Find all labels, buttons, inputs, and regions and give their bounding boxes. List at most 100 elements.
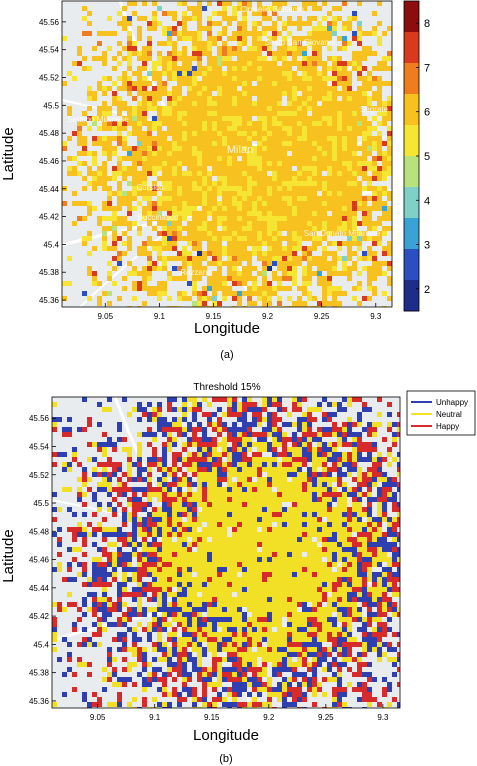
heatmap-cell <box>322 226 327 231</box>
class-cell <box>187 567 192 572</box>
class-cell <box>212 477 217 482</box>
class-cell <box>187 482 192 487</box>
class-cell <box>127 447 132 452</box>
heatmap-cell <box>347 86 352 91</box>
heatmap-cell <box>152 181 157 186</box>
heatmap-cell <box>227 91 232 96</box>
heatmap-cell <box>287 226 292 231</box>
class-cell <box>367 477 372 482</box>
class-cell <box>192 437 197 442</box>
class-cell <box>97 572 102 577</box>
class-cell <box>272 452 277 457</box>
heatmap-cell <box>197 306 202 307</box>
heatmap-cell <box>172 231 177 236</box>
heatmap-cell <box>162 121 167 126</box>
heatmap-cell <box>322 161 327 166</box>
class-cell <box>187 542 192 547</box>
class-cell <box>317 442 322 447</box>
heatmap-cell <box>182 111 187 116</box>
class-cell <box>272 577 277 582</box>
heatmap-cell <box>382 61 387 66</box>
heatmap-cell <box>217 216 222 221</box>
heatmap-cell <box>292 91 297 96</box>
heatmap-cell <box>352 11 357 16</box>
heatmap-cell <box>302 171 307 176</box>
class-cell <box>187 397 192 402</box>
class-cell <box>357 452 362 457</box>
heatmap-cell <box>277 211 282 216</box>
class-cell <box>152 592 157 597</box>
heatmap-cell <box>107 86 112 91</box>
heatmap-cell <box>227 86 232 91</box>
class-cell <box>377 562 382 567</box>
class-cell <box>82 502 87 507</box>
heatmap-cell <box>307 176 312 181</box>
class-cell <box>227 412 232 417</box>
heatmap-cell <box>282 171 287 176</box>
heatmap-cell <box>132 166 137 171</box>
heatmap-cell <box>332 181 337 186</box>
class-cell <box>152 432 157 437</box>
class-cell <box>197 467 202 472</box>
heatmap-cell <box>222 81 227 86</box>
class-cell <box>137 447 142 452</box>
heatmap-cell <box>107 151 112 156</box>
heatmap-cell <box>102 176 107 181</box>
heatmap-cell <box>272 141 277 146</box>
heatmap-cell <box>292 176 297 181</box>
heatmap-cell <box>172 176 177 181</box>
heatmap-cell <box>382 156 387 161</box>
class-cell <box>302 527 307 532</box>
heatmap-cell <box>377 266 382 271</box>
class-cell <box>267 527 272 532</box>
heatmap-cell <box>317 86 322 91</box>
class-cell <box>312 517 317 522</box>
heatmap-cell <box>257 156 262 161</box>
class-cell <box>322 502 327 507</box>
class-cell <box>392 422 397 427</box>
class-cell <box>152 537 157 542</box>
heatmap-cell <box>97 281 102 286</box>
class-cell <box>382 492 387 497</box>
class-cell <box>307 557 312 562</box>
heatmap-cell <box>372 136 377 141</box>
heatmap-cell <box>137 201 142 206</box>
heatmap-cell <box>292 301 297 306</box>
heatmap-cell <box>332 301 337 306</box>
class-cell <box>167 447 172 452</box>
class-cell <box>147 492 152 497</box>
heatmap-cell <box>252 36 257 41</box>
class-cell <box>202 462 207 467</box>
class-cell <box>362 482 367 487</box>
class-cell <box>302 537 307 542</box>
heatmap-cell <box>297 51 302 56</box>
heatmap-cell <box>152 151 157 156</box>
heatmap-cell <box>282 1 287 6</box>
class-cell <box>337 547 342 552</box>
class-cell <box>282 457 287 462</box>
heatmap-cell <box>222 181 227 186</box>
heatmap-cell <box>377 186 382 191</box>
class-cell <box>332 512 337 517</box>
class-cell <box>177 562 182 567</box>
class-cell <box>137 517 142 522</box>
class-cell <box>277 552 282 557</box>
heatmap-cell <box>167 226 172 231</box>
class-cell <box>97 472 102 477</box>
heatmap-cell <box>262 96 267 101</box>
class-cell <box>282 547 287 552</box>
heatmap-cell <box>252 111 257 116</box>
heatmap-cell <box>167 181 172 186</box>
heatmap-cell <box>192 51 197 56</box>
heatmap-cell <box>172 101 177 106</box>
heatmap-cell <box>287 211 292 216</box>
class-cell <box>197 532 202 537</box>
heatmap-cell <box>262 186 267 191</box>
heatmap-cell <box>372 236 377 241</box>
class-cell <box>172 452 177 457</box>
class-cell <box>52 422 57 427</box>
heatmap-cell <box>217 131 222 136</box>
class-cell <box>167 407 172 412</box>
heatmap-cell <box>232 101 237 106</box>
class-cell <box>312 582 317 587</box>
